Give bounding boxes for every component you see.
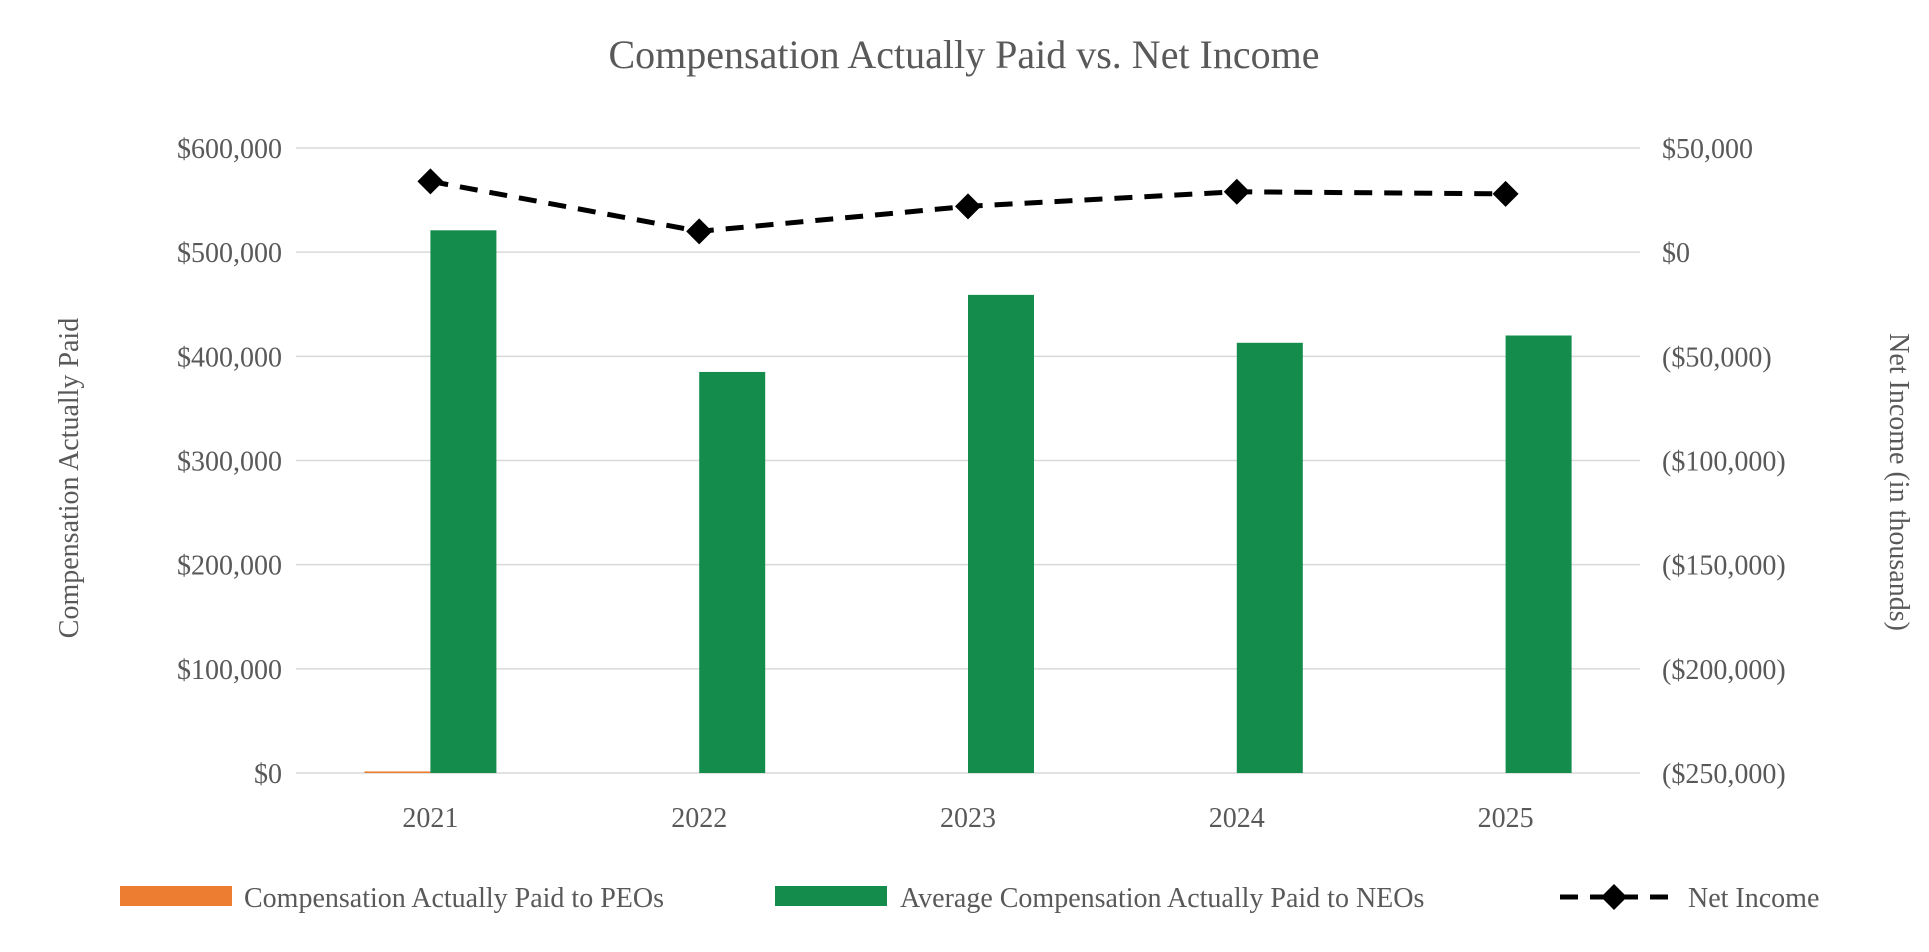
y-tick-label: $200,000 (177, 551, 282, 582)
chart-title: Compensation Actually Paid vs. Net Incom… (609, 32, 1320, 77)
bar (1505, 335, 1572, 773)
net-income-marker (955, 193, 981, 220)
x-tick-label: 2025 (1478, 803, 1534, 834)
x-axis-ticks: 2021 2022 2023 2024 2025 (402, 803, 1533, 834)
net-income-line (417, 168, 1519, 245)
legend-label-peos: Compensation Actually Paid to PEOs (244, 883, 664, 914)
y2-axis-label: Net Income (in thousands) (1883, 333, 1914, 631)
bar (364, 771, 431, 773)
bars (364, 230, 1572, 773)
x-tick-label: 2022 (671, 803, 727, 834)
legend-marker-net-income (1601, 884, 1627, 910)
net-income-marker (1223, 178, 1250, 205)
y2-tick-label: ($200,000) (1662, 655, 1786, 686)
y-tick-label: $0 (254, 759, 282, 790)
legend-label-net-income: Net Income (1688, 883, 1819, 914)
x-tick-label: 2023 (940, 803, 996, 834)
net-income-marker (417, 168, 444, 195)
legend-label-neos: Average Compensation Actually Paid to NE… (900, 883, 1424, 914)
legend-swatch-peos (120, 886, 232, 906)
net-income-marker (686, 218, 713, 245)
legend-swatch-neos (775, 886, 887, 906)
y2-tick-label: ($100,000) (1662, 447, 1786, 478)
bar (968, 294, 1034, 773)
right-axis-ticks: ($250,000) ($200,000) ($150,000) ($100,000)… (1662, 134, 1786, 790)
left-axis-ticks: $0 $100,000 $200,000 $300,000 $400,000 $500,0… (177, 134, 282, 790)
y-tick-label: $300,000 (177, 447, 282, 478)
x-tick-label: 2024 (1209, 803, 1265, 834)
y2-tick-label: $50,000 (1662, 134, 1753, 165)
bar (1236, 342, 1303, 773)
y2-tick-label: ($250,000) (1662, 759, 1786, 790)
legend: Compensation Actually Paid to PEOs Averag… (120, 883, 1819, 914)
x-tick-label: 2021 (402, 803, 458, 834)
y-tick-label: $400,000 (177, 342, 282, 373)
bar (430, 230, 497, 773)
bar (699, 371, 766, 773)
y-axis-label: Compensation Actually Paid (54, 318, 85, 638)
y2-tick-label: $0 (1662, 238, 1690, 269)
y-tick-label: $100,000 (177, 655, 282, 686)
y2-tick-label: ($50,000) (1662, 342, 1772, 373)
y2-tick-label: ($150,000) (1662, 551, 1786, 582)
y-tick-label: $600,000 (177, 134, 282, 165)
net-income-marker (1492, 180, 1519, 207)
y-tick-label: $500,000 (177, 238, 282, 269)
